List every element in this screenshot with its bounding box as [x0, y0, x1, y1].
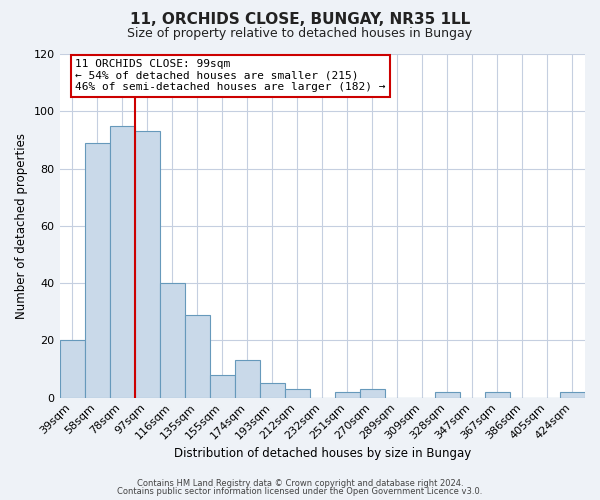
- Bar: [485, 392, 510, 398]
- Bar: [435, 392, 460, 398]
- Bar: [110, 126, 134, 398]
- Bar: [235, 360, 260, 398]
- Text: Size of property relative to detached houses in Bungay: Size of property relative to detached ho…: [127, 28, 473, 40]
- X-axis label: Distribution of detached houses by size in Bungay: Distribution of detached houses by size …: [173, 447, 471, 460]
- Bar: [360, 389, 385, 398]
- Bar: [285, 389, 310, 398]
- Y-axis label: Number of detached properties: Number of detached properties: [15, 133, 28, 319]
- Text: 11 ORCHIDS CLOSE: 99sqm
← 54% of detached houses are smaller (215)
46% of semi-d: 11 ORCHIDS CLOSE: 99sqm ← 54% of detache…: [76, 59, 386, 92]
- Text: Contains public sector information licensed under the Open Government Licence v3: Contains public sector information licen…: [118, 487, 482, 496]
- Bar: [185, 314, 209, 398]
- Text: Contains HM Land Registry data © Crown copyright and database right 2024.: Contains HM Land Registry data © Crown c…: [137, 478, 463, 488]
- Text: 11, ORCHIDS CLOSE, BUNGAY, NR35 1LL: 11, ORCHIDS CLOSE, BUNGAY, NR35 1LL: [130, 12, 470, 28]
- Bar: [134, 132, 160, 398]
- Bar: [59, 340, 85, 398]
- Bar: [560, 392, 585, 398]
- Bar: [209, 374, 235, 398]
- Bar: [160, 283, 185, 398]
- Bar: [335, 392, 360, 398]
- Bar: [260, 384, 285, 398]
- Bar: [85, 143, 110, 398]
